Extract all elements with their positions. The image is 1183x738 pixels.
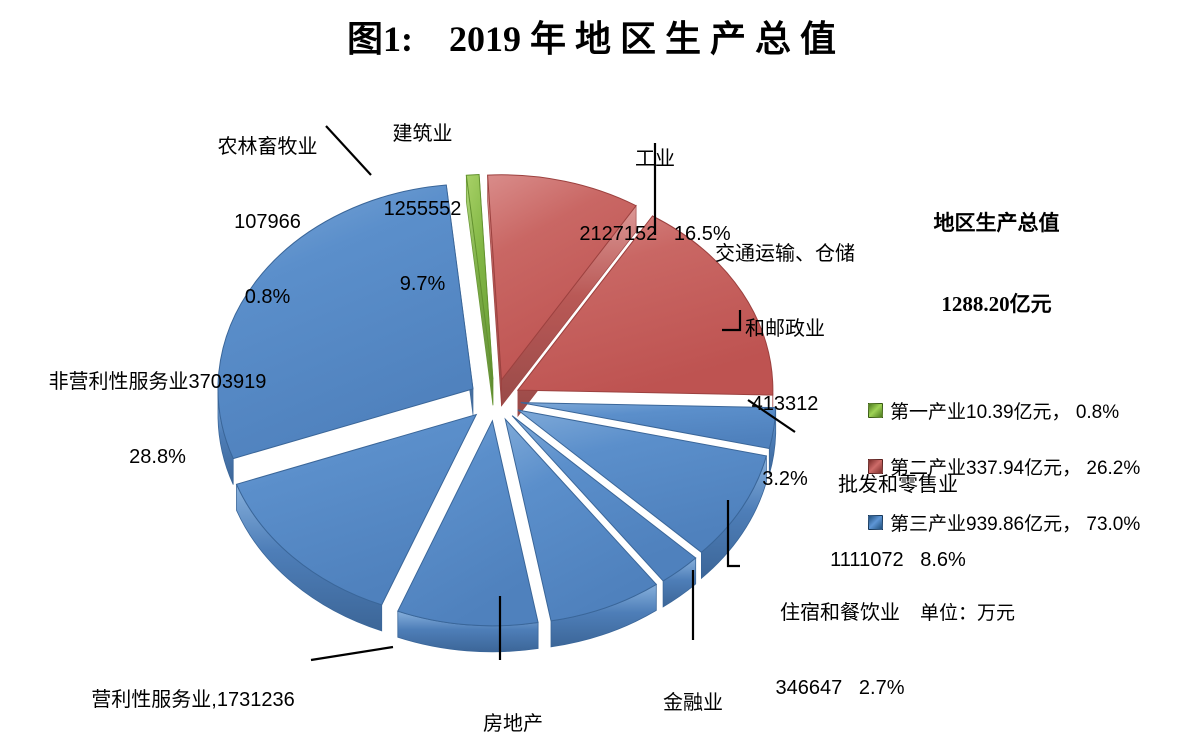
pie-slice-工业[interactable] <box>516 215 774 396</box>
leader-forprofit <box>310 645 394 662</box>
callout-construction-line-2: 9.7% <box>399 273 446 295</box>
callout-forprofit-line-0: 营利性服务业,1731236 <box>91 689 295 711</box>
pie-slice-金融业[interactable] <box>504 417 658 622</box>
callout-retail-line-1: 1111072 8.6% <box>830 549 966 571</box>
pie-slice-房地产[interactable] <box>397 419 539 627</box>
legend-label-primary: 第一产业10.39亿元， 0.8% <box>890 401 1120 423</box>
callout-retail-line-0: 批发和零售业 <box>838 474 958 496</box>
callout-hospitality: 住宿和餐饮业 346647 2.7% <box>740 551 940 738</box>
legend: 地区生产总值 1288.20亿元 第一产业10.39亿元， 0.8% 第二产业3… <box>868 155 1180 567</box>
callout-agriculture: 农林畜牧业 107966 0.8% <box>195 85 340 360</box>
pie-slice-批发和零售业[interactable] <box>517 409 768 553</box>
callout-transport-line-1: 和邮政业 <box>745 318 825 340</box>
legend-item-primary[interactable]: 第一产业10.39亿元， 0.8% <box>868 399 1180 423</box>
legend-swatch-secondary-icon <box>868 458 883 474</box>
legend-label-secondary: 第二产业337.94亿元， 26.2% <box>890 457 1141 479</box>
legend-label-tertiary: 第三产业939.86亿元， 73.0% <box>890 513 1141 535</box>
page-title: 图1: 2019 年 地 区 生 产 总 值 <box>347 19 836 59</box>
pie-slice-农林畜牧业[interactable] <box>465 173 494 380</box>
legend-item-secondary[interactable]: 第二产业337.94亿元， 26.2% <box>868 455 1180 479</box>
pie-slice-建筑业[interactable] <box>487 174 637 382</box>
leader-agriculture <box>325 125 372 176</box>
legend-heading-line-2: 1288.20亿元 <box>941 292 1052 317</box>
callout-transport-line-2: 413312 <box>751 393 819 415</box>
pie-slice-住宿和餐饮业[interactable] <box>511 415 697 582</box>
pie-slice-交通运输、仓储和邮政业[interactable] <box>520 402 777 450</box>
leader-lines <box>310 125 796 662</box>
callout-realestate: 房地产 1152217 8.9% <box>418 662 608 738</box>
callout-finance-line-0: 金融业 <box>663 692 723 714</box>
leader-retail <box>747 399 796 433</box>
legend-swatch-primary-icon <box>868 402 883 418</box>
callout-industry-line-1: 2127152 16.5% <box>579 223 731 245</box>
callout-nonprofit: 非营利性服务业3703919 28.8% <box>25 320 290 520</box>
callout-transport: 交通运输、仓储 和邮政业 413312 3.2% <box>690 192 880 542</box>
callout-realestate-line-0: 房地产 <box>483 713 543 735</box>
leader-transport <box>722 310 742 332</box>
callout-construction-line-1: 1255552 <box>383 198 462 220</box>
callout-transport-line-3: 3.2% <box>762 468 808 490</box>
callout-transport-line-0: 交通运输、仓储 <box>715 243 855 265</box>
callout-industry-line-0: 工业 <box>635 148 675 170</box>
callout-nonprofit-line-1: 28.8% <box>129 446 186 468</box>
callout-nonprofit-line-0: 非营利性服务业3703919 <box>48 371 267 393</box>
legend-items: 第一产业10.39亿元， 0.8% 第二产业337.94亿元， 26.2% 第三… <box>868 399 1180 535</box>
legend-swatch-tertiary-icon <box>868 514 883 530</box>
callout-hospitality-line-0: 住宿和餐饮业 <box>780 602 900 624</box>
callout-construction-line-0: 建筑业 <box>392 123 453 145</box>
callout-finance: 金融业 932927 7.2% <box>623 641 763 738</box>
unit-note: 单位：万元 <box>920 603 1016 624</box>
legend-heading-line-1: 地区生产总值 <box>933 210 1060 235</box>
callout-retail: 批发和零售业 1111072 8.6% <box>793 423 1003 623</box>
callout-construction: 建筑业 1255552 9.7% <box>355 72 490 347</box>
pie-slice-非营利性服务业[interactable] <box>217 184 474 460</box>
pie-slice-营利性服务业[interactable] <box>235 413 478 606</box>
legend-heading: 地区生产总值 1288.20亿元 <box>868 155 1180 373</box>
legend-item-tertiary[interactable]: 第三产业939.86亿元， 73.0% <box>868 511 1180 535</box>
callout-agriculture-line-2: 0.8% <box>244 286 291 308</box>
callout-industry: 工业 2127152 16.5% <box>560 97 750 297</box>
pie-slice-tops <box>217 173 777 627</box>
callout-forprofit: 营利性服务业,1731236 13.4% <box>68 638 318 738</box>
callout-agriculture-line-1: 107966 <box>234 211 301 233</box>
callout-hospitality-line-1: 346647 2.7% <box>775 677 905 699</box>
callout-agriculture-line-0: 农林畜牧业 <box>217 136 318 158</box>
leader-hospitality <box>726 500 740 568</box>
